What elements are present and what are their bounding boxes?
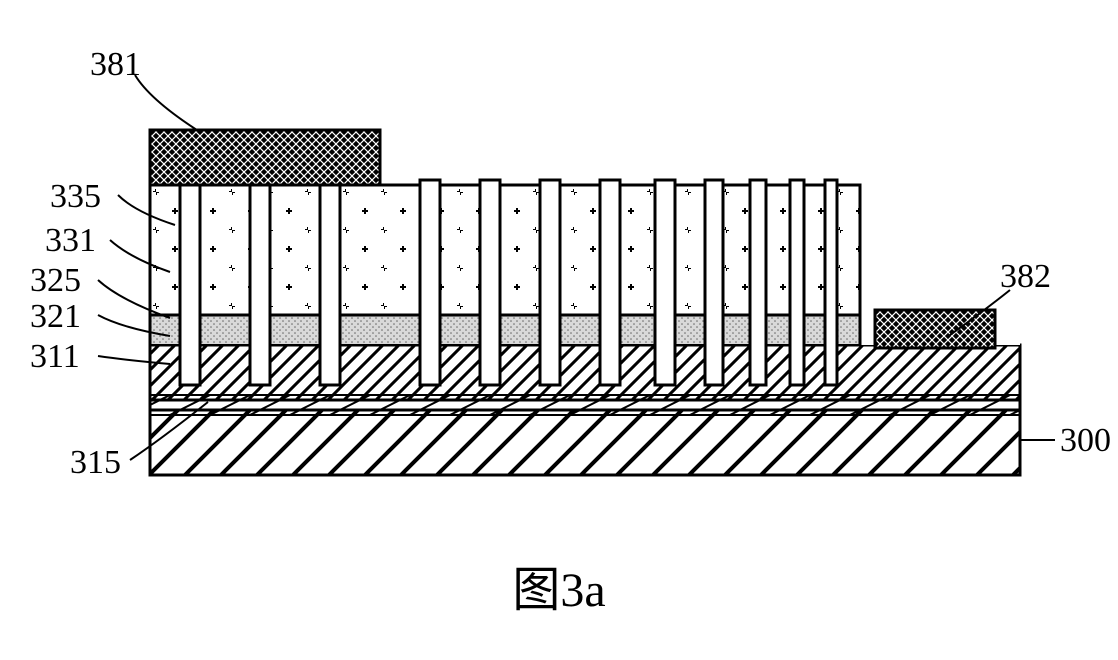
label-335: 335 <box>50 178 101 216</box>
label-300: 300 <box>1060 422 1111 460</box>
label-315: 315 <box>70 444 121 482</box>
label-325: 325 <box>30 262 81 300</box>
label-381: 381 <box>90 46 141 84</box>
label-321: 321 <box>30 298 81 336</box>
figure-caption: 图3a <box>512 550 605 620</box>
diagram-svg <box>80 40 1080 500</box>
cross-section-figure: 381 335 331 325 321 311 315 382 300 <box>80 40 1080 600</box>
label-331: 331 <box>45 222 96 260</box>
label-382: 382 <box>1000 258 1051 296</box>
label-311: 311 <box>30 338 80 376</box>
